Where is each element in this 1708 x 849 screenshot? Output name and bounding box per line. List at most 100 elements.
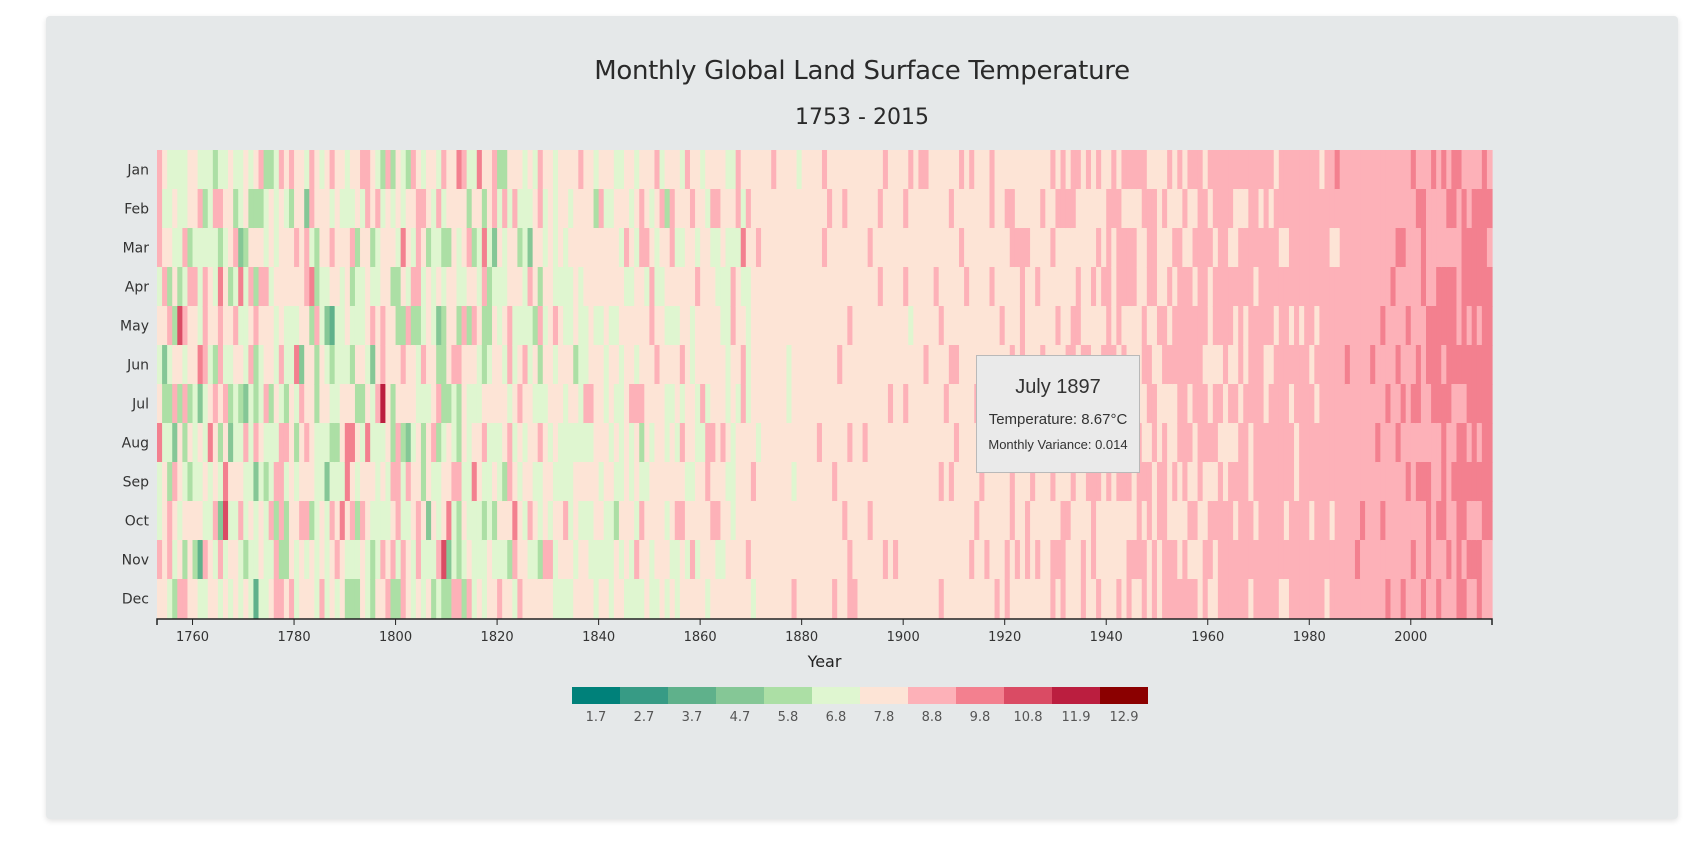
heatmap-cell[interactable] bbox=[1273, 462, 1280, 502]
heatmap-cell[interactable] bbox=[1233, 345, 1239, 385]
heatmap-cell[interactable] bbox=[1344, 540, 1351, 580]
heatmap-cell[interactable] bbox=[1370, 228, 1376, 268]
heatmap-cell[interactable] bbox=[659, 540, 666, 580]
heatmap-cell[interactable] bbox=[1349, 150, 1356, 190]
heatmap-cell[interactable] bbox=[1080, 540, 1087, 580]
heatmap-cell[interactable] bbox=[309, 384, 315, 424]
heatmap-cell[interactable] bbox=[1045, 189, 1051, 229]
heatmap-cell[interactable] bbox=[618, 423, 625, 463]
heatmap-cell[interactable] bbox=[842, 228, 848, 268]
heatmap-cell[interactable] bbox=[1238, 579, 1244, 619]
heatmap-cell[interactable] bbox=[624, 228, 630, 268]
heatmap-cell[interactable] bbox=[720, 540, 727, 580]
heatmap-cell[interactable] bbox=[664, 423, 671, 463]
heatmap-cell[interactable] bbox=[1248, 345, 1255, 385]
heatmap-cell[interactable] bbox=[1466, 423, 1473, 463]
heatmap-cell[interactable] bbox=[202, 150, 209, 190]
heatmap-cell[interactable] bbox=[1334, 267, 1341, 307]
heatmap-cell[interactable] bbox=[1299, 579, 1305, 619]
heatmap-cell[interactable] bbox=[1476, 345, 1483, 385]
heatmap-cell[interactable] bbox=[938, 579, 945, 619]
heatmap-cell[interactable] bbox=[1380, 384, 1387, 424]
heatmap-cell[interactable] bbox=[984, 501, 991, 541]
heatmap-cell[interactable] bbox=[1192, 228, 1199, 268]
heatmap-cell[interactable] bbox=[857, 501, 864, 541]
heatmap-cell[interactable] bbox=[405, 228, 412, 268]
heatmap-cell[interactable] bbox=[197, 267, 204, 307]
heatmap-cell[interactable] bbox=[502, 501, 508, 541]
heatmap-cell[interactable] bbox=[1141, 189, 1148, 229]
heatmap-cell[interactable] bbox=[1233, 306, 1239, 346]
heatmap-cell[interactable] bbox=[339, 306, 346, 346]
heatmap-cell[interactable] bbox=[1329, 345, 1336, 385]
heatmap-cell[interactable] bbox=[624, 189, 630, 229]
heatmap-cell[interactable] bbox=[979, 306, 985, 346]
heatmap-cell[interactable] bbox=[268, 462, 275, 502]
heatmap-cell[interactable] bbox=[867, 579, 874, 619]
heatmap-cell[interactable] bbox=[613, 501, 620, 541]
heatmap-cell[interactable] bbox=[1370, 306, 1376, 346]
heatmap-cell[interactable] bbox=[1217, 189, 1224, 229]
heatmap-cell[interactable] bbox=[446, 150, 453, 190]
heatmap-cell[interactable] bbox=[1390, 189, 1397, 229]
heatmap-cell[interactable] bbox=[943, 579, 950, 619]
heatmap-cell[interactable] bbox=[248, 423, 255, 463]
heatmap-cell[interactable] bbox=[1365, 228, 1371, 268]
heatmap-cell[interactable] bbox=[903, 384, 909, 424]
heatmap-cell[interactable] bbox=[1486, 462, 1493, 502]
heatmap-cell[interactable] bbox=[162, 423, 168, 463]
heatmap-cell[interactable] bbox=[1212, 423, 1219, 463]
heatmap-cell[interactable] bbox=[578, 540, 584, 580]
heatmap-cell[interactable] bbox=[1451, 267, 1458, 307]
heatmap-cell[interactable] bbox=[735, 150, 742, 190]
heatmap-cell[interactable] bbox=[1096, 579, 1102, 619]
heatmap-cell[interactable] bbox=[273, 423, 280, 463]
heatmap-cell[interactable] bbox=[1222, 579, 1229, 619]
heatmap-cell[interactable] bbox=[816, 306, 823, 346]
heatmap-cell[interactable] bbox=[989, 462, 996, 502]
heatmap-cell[interactable] bbox=[1390, 462, 1397, 502]
heatmap-cell[interactable] bbox=[1481, 306, 1488, 346]
heatmap-cell[interactable] bbox=[288, 267, 295, 307]
heatmap-cell[interactable] bbox=[558, 462, 564, 502]
heatmap-cell[interactable] bbox=[1329, 189, 1336, 229]
heatmap-cell[interactable] bbox=[461, 228, 468, 268]
heatmap-cell[interactable] bbox=[512, 189, 518, 229]
heatmap-cell[interactable] bbox=[1415, 540, 1422, 580]
heatmap-cell[interactable] bbox=[182, 501, 189, 541]
heatmap-cell[interactable] bbox=[725, 267, 732, 307]
heatmap-cell[interactable] bbox=[197, 345, 204, 385]
heatmap-cell[interactable] bbox=[766, 306, 772, 346]
heatmap-cell[interactable] bbox=[1294, 579, 1300, 619]
heatmap-cell[interactable] bbox=[1238, 540, 1244, 580]
heatmap-cell[interactable] bbox=[476, 345, 483, 385]
heatmap-cell[interactable] bbox=[953, 501, 960, 541]
heatmap-cell[interactable] bbox=[725, 423, 732, 463]
heatmap-cell[interactable] bbox=[207, 345, 214, 385]
heatmap-cell[interactable] bbox=[1050, 306, 1057, 346]
heatmap-cell[interactable] bbox=[771, 150, 777, 190]
heatmap-cell[interactable] bbox=[1294, 384, 1300, 424]
heatmap-cell[interactable] bbox=[745, 540, 752, 580]
heatmap-cell[interactable] bbox=[405, 579, 412, 619]
heatmap-cell[interactable] bbox=[1476, 306, 1483, 346]
heatmap-cell[interactable] bbox=[745, 189, 752, 229]
heatmap-cell[interactable] bbox=[1106, 189, 1112, 229]
heatmap-cell[interactable] bbox=[1415, 306, 1422, 346]
heatmap-cell[interactable] bbox=[288, 423, 295, 463]
heatmap-cell[interactable] bbox=[649, 306, 656, 346]
heatmap-cell[interactable] bbox=[1466, 345, 1473, 385]
heatmap-cell[interactable] bbox=[1156, 579, 1163, 619]
heatmap-cell[interactable] bbox=[365, 579, 371, 619]
heatmap-cell[interactable] bbox=[1309, 306, 1315, 346]
heatmap-cell[interactable] bbox=[248, 306, 255, 346]
heatmap-cell[interactable] bbox=[1288, 384, 1295, 424]
heatmap-cell[interactable] bbox=[228, 306, 234, 346]
heatmap-cell[interactable] bbox=[1309, 579, 1315, 619]
heatmap-cell[interactable] bbox=[882, 345, 889, 385]
heatmap-cell[interactable] bbox=[1309, 345, 1315, 385]
heatmap-cell[interactable] bbox=[1354, 345, 1361, 385]
heatmap-cell[interactable] bbox=[268, 501, 275, 541]
heatmap-cell[interactable] bbox=[568, 540, 574, 580]
heatmap-cell[interactable] bbox=[1334, 423, 1341, 463]
